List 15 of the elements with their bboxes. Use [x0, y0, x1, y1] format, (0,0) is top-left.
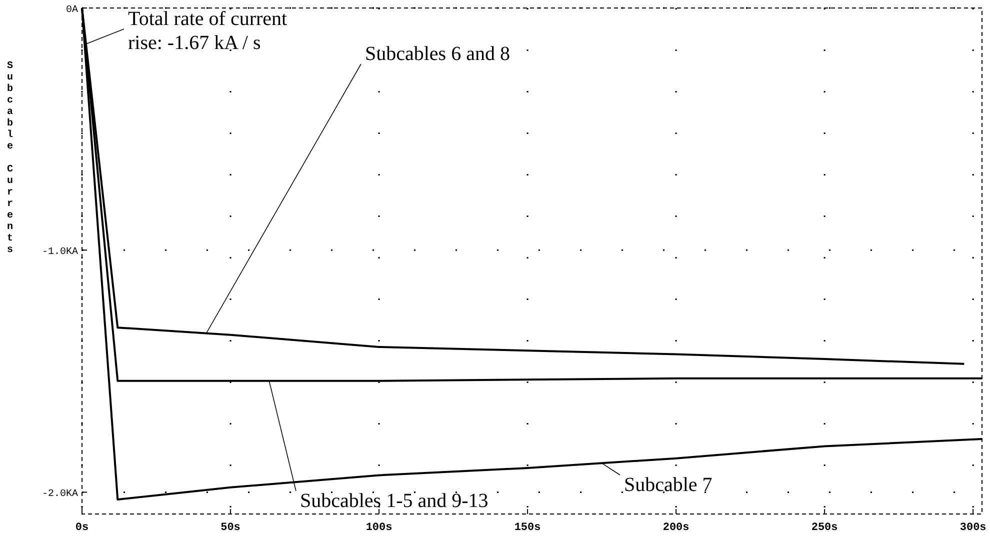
x-tick-label: 0s: [75, 522, 89, 534]
x-tick-label: 100s: [366, 522, 392, 534]
y-tick-label: 0A: [66, 5, 78, 16]
annotation: Subcables 6 and 8: [365, 43, 510, 65]
annotation: Total rate of current rise: -1.67 kA / s: [128, 8, 288, 54]
y-tick-label: -2.0KA: [42, 489, 78, 500]
x-tick-label: 300s: [960, 522, 986, 534]
text: Subcable Currents: [6, 61, 14, 256]
x-tick-label: 150s: [514, 522, 541, 534]
x-tick-label: 50s: [220, 522, 240, 534]
annotation: Subcable 7: [624, 474, 712, 496]
x-tick-label: 200s: [662, 522, 690, 534]
annotation: Subcables 1-5 and 9-13: [300, 490, 488, 512]
y-tick-label: -1.0KA: [42, 247, 78, 258]
x-tick-label: 250s: [811, 522, 838, 534]
